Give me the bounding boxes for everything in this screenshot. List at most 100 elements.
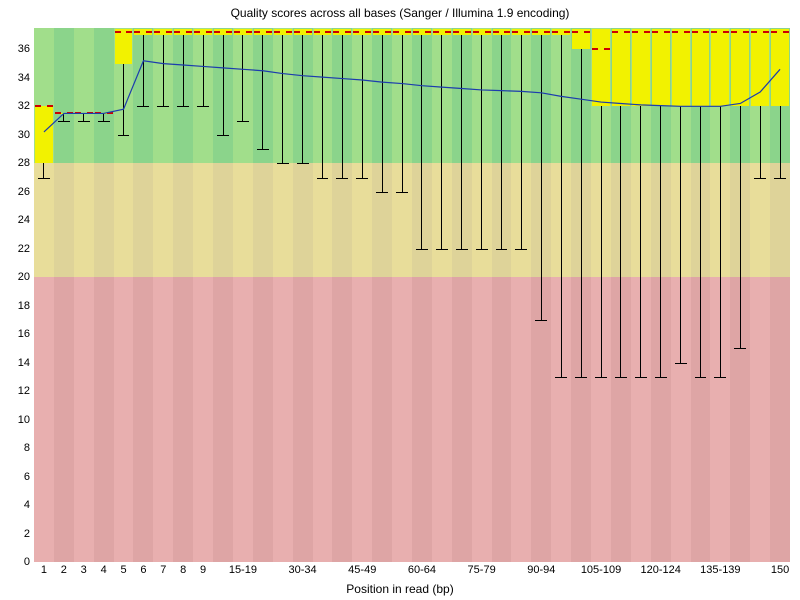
whisker-cap-lower [118,135,130,136]
whisker-lower [203,35,204,106]
median-line [35,105,53,109]
whisker-lower [163,35,164,106]
whisker-lower [541,35,542,320]
y-tick-label: 4 [24,499,30,511]
whisker-lower [43,163,44,177]
median-line [711,31,729,35]
zone-stripe [34,277,54,562]
x-tick-label: 4 [101,564,107,576]
whisker-cap-lower [98,121,110,122]
whisker-lower [382,35,383,192]
x-tick-label: 9 [200,564,206,576]
x-tick-label: 120-124 [640,564,680,576]
median-line [692,31,710,35]
zone-stripe [114,277,134,562]
whisker-cap-lower [515,249,527,250]
box [632,29,650,106]
y-tick-label: 26 [18,186,30,198]
median-line [294,31,312,35]
median-line [115,31,133,35]
box [672,29,690,106]
x-tick-label: 2 [61,564,67,576]
y-tick-label: 22 [18,243,30,255]
zone-stripe [313,277,333,562]
zone-stripe [173,277,193,562]
whisker-lower [481,35,482,249]
zone-stripe [392,277,412,562]
whisker-cap-lower [317,178,329,179]
zone-stripe [253,277,273,562]
whisker-cap-lower [615,377,627,378]
plot-area: 0246810121416182022242628303234361234567… [34,28,790,562]
median-line [134,31,152,35]
zone-stripe [432,277,452,562]
zone-stripe [332,163,352,277]
whisker-cap-lower [456,249,468,250]
whisker-lower [521,35,522,249]
box [692,29,710,106]
zone-stripe [233,277,253,562]
median-line [314,31,332,35]
median-line [254,31,272,35]
median-line [373,31,391,35]
zone-stripe [94,277,114,562]
zone-stripe [313,163,333,277]
zone-stripe [153,277,173,562]
x-tick-label: 105-109 [581,564,621,576]
y-tick-label: 16 [18,328,30,340]
whisker-lower [302,35,303,163]
zone-stripe [193,277,213,562]
whisker-cap-lower [655,377,667,378]
whisker-lower [700,106,701,377]
whisker-cap-lower [476,249,488,250]
y-tick-label: 6 [24,471,30,483]
y-tick-label: 20 [18,271,30,283]
x-tick-label: 1 [41,564,47,576]
whisker-lower [242,35,243,120]
zone-stripe [114,163,134,277]
whisker-lower [362,35,363,177]
x-tick-label: 150 [771,564,789,576]
whisker-lower [402,35,403,192]
whisker-cap-lower [297,163,309,164]
zone-stripe [213,163,233,277]
zone-stripe [770,277,790,562]
median-line [55,112,73,116]
median-line [552,31,570,35]
zone-stripe [293,163,313,277]
zone-stripe [452,277,472,562]
x-tick-label: 6 [140,564,146,576]
zone-stripe [233,163,253,277]
y-tick-label: 10 [18,414,30,426]
median-line [532,31,550,35]
whisker-cap-lower [416,249,428,250]
zone-stripe [54,277,74,562]
whisker-cap-lower [675,363,687,364]
whisker-cap-lower [774,178,786,179]
zone-stripe [492,277,512,562]
box [652,29,670,106]
y-tick-label: 32 [18,100,30,112]
x-tick-label: 8 [180,564,186,576]
zone-stripe [173,163,193,277]
median-line [274,31,292,35]
whisker-lower [760,106,761,177]
whisker-lower [123,64,124,135]
whisker-lower [740,106,741,348]
zone-stripe [153,163,173,277]
whisker-lower [461,35,462,249]
y-tick-label: 12 [18,385,30,397]
whisker-lower [660,106,661,377]
box [612,29,630,106]
median-line [592,48,610,52]
zone-stripe [133,277,153,562]
zone-stripe [750,163,770,277]
median-line [751,31,769,35]
zone-stripe [352,277,372,562]
y-tick-label: 36 [18,43,30,55]
whisker-cap-lower [157,106,169,107]
median-line [234,31,252,35]
median-line [731,31,749,35]
y-tick-label: 28 [18,157,30,169]
whisker-lower [441,35,442,249]
